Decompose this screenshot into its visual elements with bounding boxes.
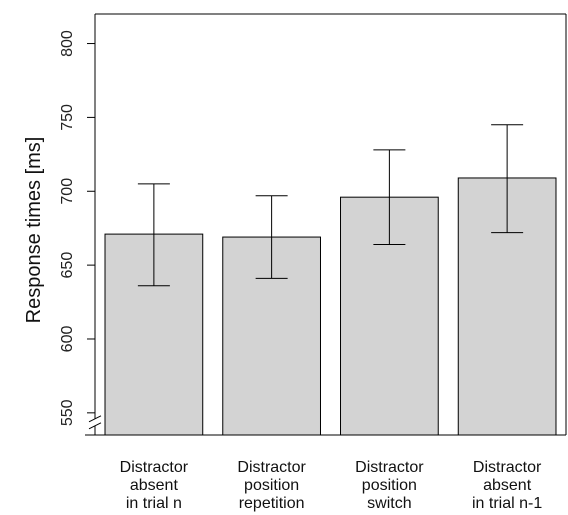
- category-label: Distractor position repetition: [237, 459, 306, 512]
- y-tick-label: 600: [59, 326, 76, 353]
- y-tick-label: 650: [59, 252, 76, 279]
- category-label: Distractor absent in trial n: [120, 459, 189, 512]
- axis-break-mark: [88, 415, 102, 423]
- y-tick-label: 700: [59, 178, 76, 205]
- plot-area: Distractor absent in trial n Distractor posi…: [59, 13, 567, 512]
- y-tick-label: 550: [59, 399, 76, 426]
- axis-break-mark: [88, 422, 102, 430]
- category-label: Distractor absent in trial n-1: [472, 459, 542, 512]
- y-axis-label: Response times [ms]: [23, 137, 45, 324]
- y-tick-label: 800: [59, 30, 76, 57]
- category-label: Distractor position switch: [355, 459, 424, 512]
- y-tick-label: 750: [59, 104, 76, 131]
